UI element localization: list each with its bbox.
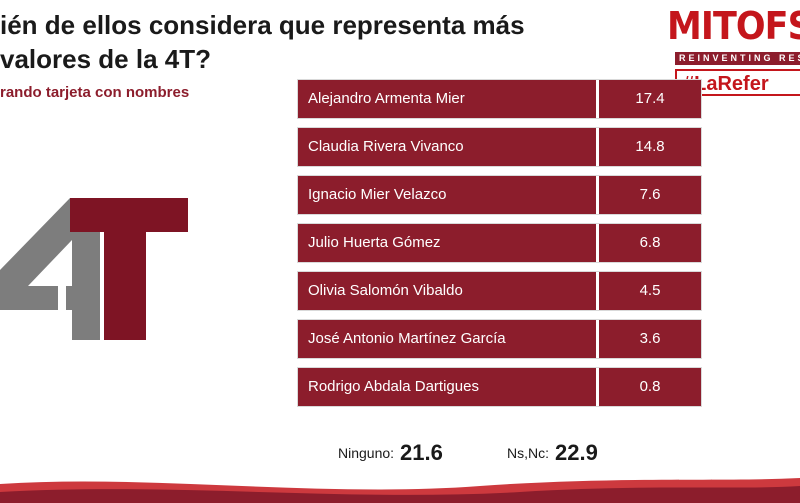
row-separator xyxy=(596,128,599,166)
row-separator xyxy=(596,272,599,310)
candidate-name: Julio Huerta Gómez xyxy=(298,224,596,262)
candidate-name: Olivia Salomón Vibaldo xyxy=(298,272,596,310)
nsnc-label: Ns,Nc: xyxy=(507,445,549,461)
table-row: Ignacio Mier Velazco 7.6 xyxy=(297,175,702,215)
footer-ninguno: Ninguno: 21.6 xyxy=(338,440,443,466)
candidate-value: 4.5 xyxy=(599,272,701,310)
ranking-table: Alejandro Armenta Mier 17.4 Claudia Rivera… xyxy=(297,79,702,415)
title-line-1: ién de ellos considera que representa má… xyxy=(0,10,525,40)
table-row: Claudia Rivera Vivanco 14.8 xyxy=(297,127,702,167)
candidate-value: 7.6 xyxy=(599,176,701,214)
emblem-t-shape xyxy=(70,198,188,340)
row-separator xyxy=(596,80,599,118)
nsnc-value: 22.9 xyxy=(555,440,598,465)
row-separator xyxy=(596,368,599,406)
candidate-name: José Antonio Martínez García xyxy=(298,320,596,358)
candidate-value: 3.6 xyxy=(599,320,701,358)
candidate-name: Ignacio Mier Velazco xyxy=(298,176,596,214)
bottom-wave-decoration xyxy=(0,478,800,503)
logo-tagline: REINVENTING RES xyxy=(675,52,800,65)
candidate-value: 6.8 xyxy=(599,224,701,262)
candidate-name: Alejandro Armenta Mier xyxy=(298,80,596,118)
row-separator xyxy=(596,320,599,358)
table-row: Rodrigo Abdala Dartigues 0.8 xyxy=(297,367,702,407)
row-separator xyxy=(596,224,599,262)
candidate-name: Claudia Rivera Vivanco xyxy=(298,128,596,166)
table-row: Olivia Salomón Vibaldo 4.5 xyxy=(297,271,702,311)
footer-nsnc: Ns,Nc: 22.9 xyxy=(507,440,598,466)
4t-emblem xyxy=(0,198,188,350)
mitofsky-logo: MITOFS REINVENTING RES #LaRefer xyxy=(665,0,800,110)
title-line-2: valores de la 4T? xyxy=(0,44,211,74)
candidate-value: 17.4 xyxy=(599,80,701,118)
emblem-divider xyxy=(58,260,66,350)
table-row: José Antonio Martínez García 3.6 xyxy=(297,319,702,359)
row-separator xyxy=(596,176,599,214)
logo-brand: MITOFS xyxy=(667,4,800,48)
candidate-value: 0.8 xyxy=(599,368,701,406)
candidate-value: 14.8 xyxy=(599,128,701,166)
ninguno-label: Ninguno: xyxy=(338,445,395,461)
chart-subtitle: rando tarjeta con nombres xyxy=(0,84,190,101)
table-row: Alejandro Armenta Mier 17.4 xyxy=(297,79,702,119)
candidate-name: Rodrigo Abdala Dartigues xyxy=(298,368,596,406)
ninguno-value: 21.6 xyxy=(400,440,443,465)
chart-title: ién de ellos considera que representa má… xyxy=(0,8,600,76)
table-row: Julio Huerta Gómez 6.8 xyxy=(297,223,702,263)
